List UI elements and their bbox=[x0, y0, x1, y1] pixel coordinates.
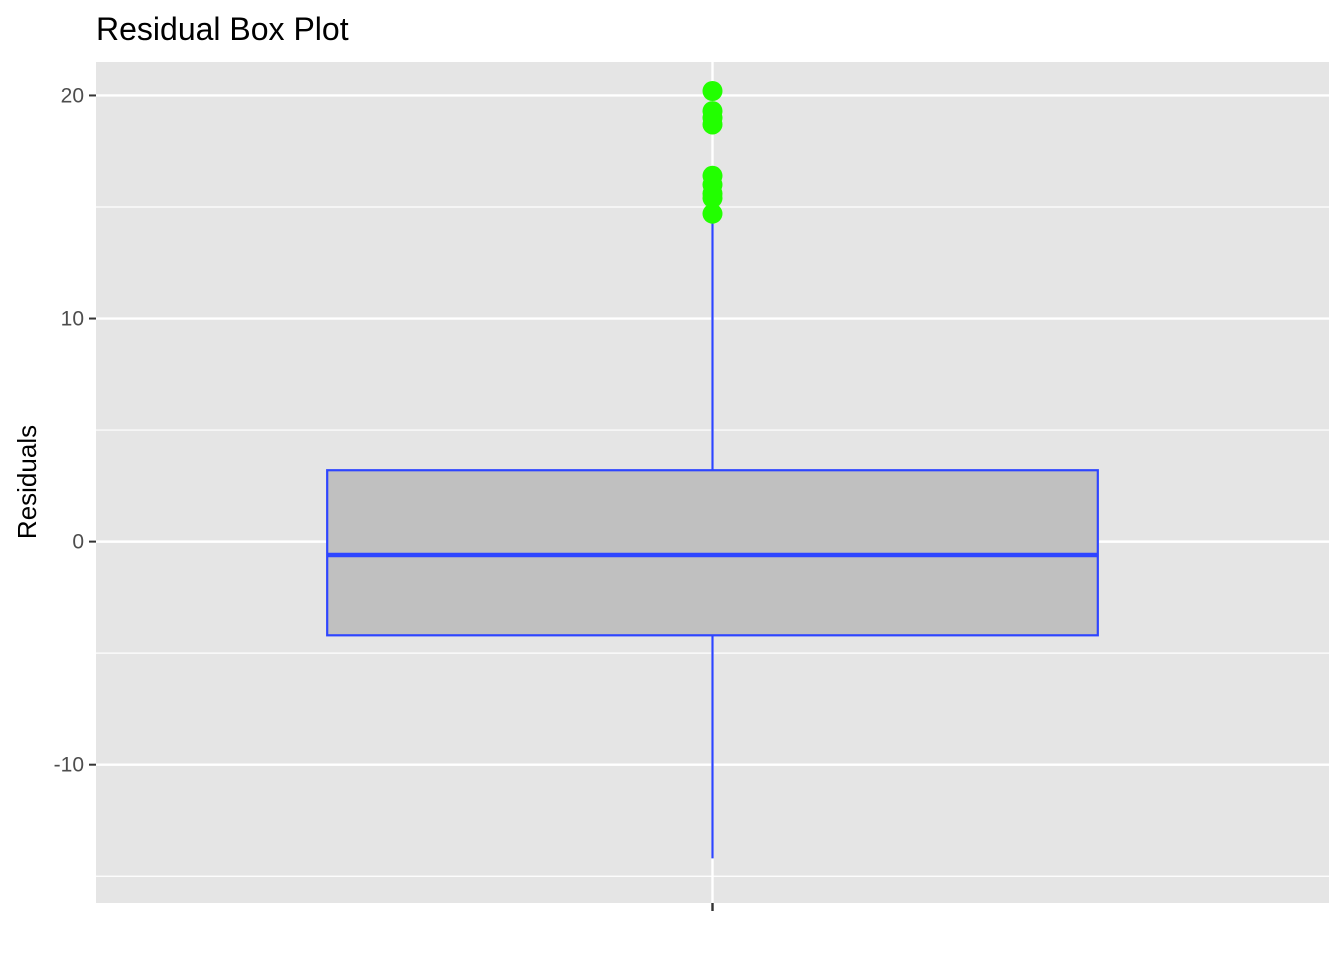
y-tick-label: 20 bbox=[61, 84, 84, 107]
y-tick-label: 10 bbox=[61, 308, 84, 331]
y-axis-label: Residuals bbox=[12, 425, 42, 539]
outlier-point bbox=[702, 114, 723, 135]
outlier-point bbox=[702, 203, 723, 224]
outlier-point bbox=[702, 81, 723, 101]
chart-title: Residual Box Plot bbox=[96, 11, 349, 47]
y-tick-label: 0 bbox=[72, 531, 84, 554]
outlier-points bbox=[702, 81, 723, 224]
y-tick-label: -10 bbox=[54, 754, 84, 777]
outlier-point bbox=[702, 188, 723, 209]
box-plot bbox=[326, 220, 1099, 859]
y-axis: -10 0 10 20 bbox=[54, 84, 96, 777]
